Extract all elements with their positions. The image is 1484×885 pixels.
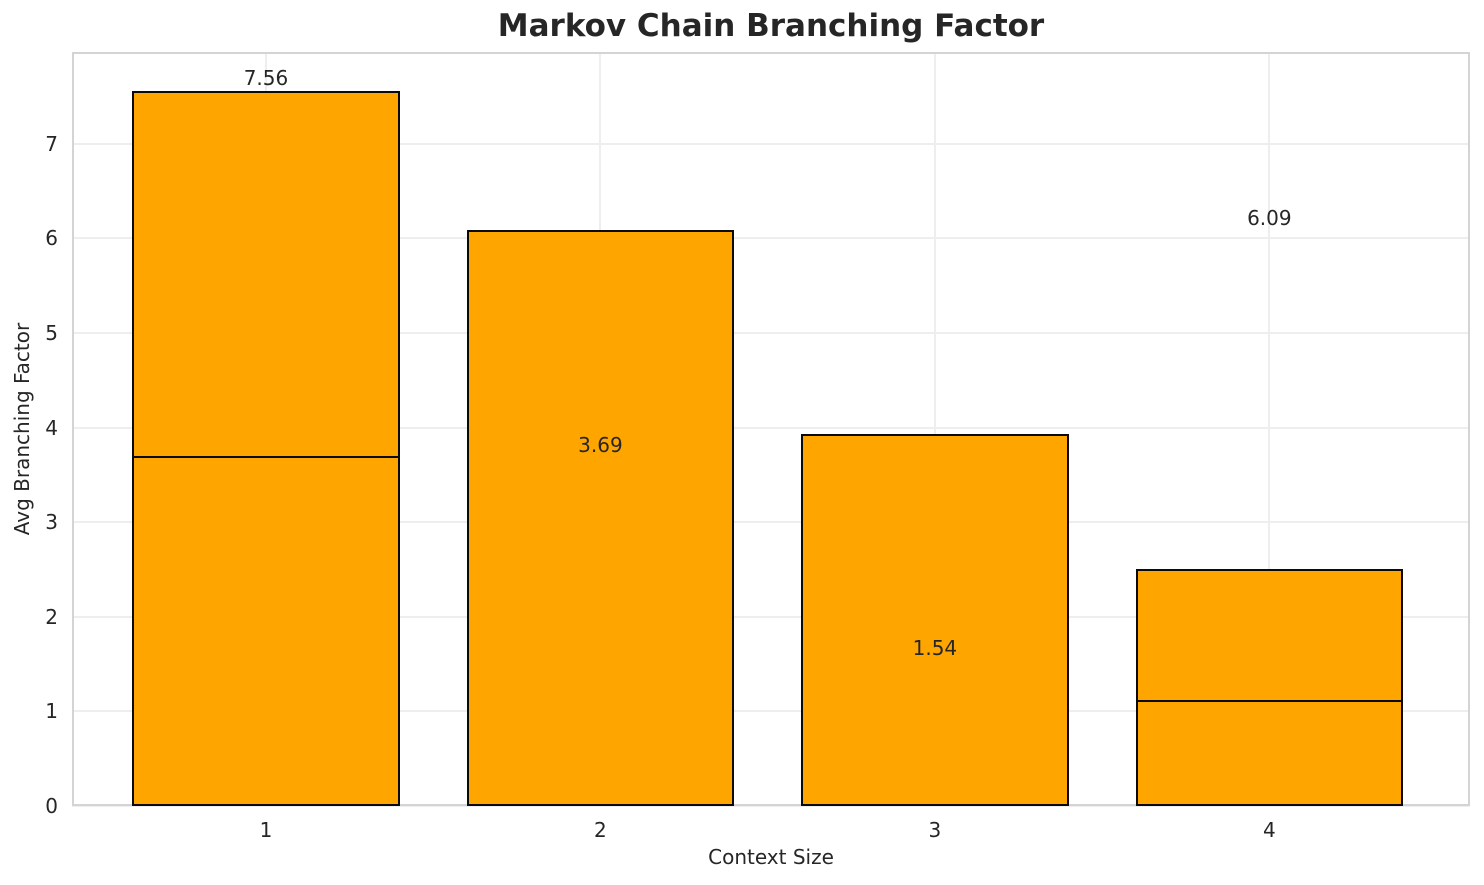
bar-divider-line xyxy=(132,455,400,459)
bar-value-label: 7.56 xyxy=(243,66,289,91)
bar xyxy=(1135,568,1404,806)
y-axis-label: Avg Branching Factor xyxy=(10,322,34,536)
y-gridline xyxy=(72,521,1470,524)
chart-title: Markov Chain Branching Factor xyxy=(497,8,1045,44)
x-tick-label: 3 xyxy=(928,818,942,842)
y-tick-label: 5 xyxy=(45,320,58,345)
x-tick-label: 4 xyxy=(1262,818,1276,842)
y-tick-label: 3 xyxy=(45,510,58,535)
plot-area: 7.56 3.69 1.54 6.09 xyxy=(72,52,1470,807)
bar xyxy=(132,90,400,806)
y-tick-label: 4 xyxy=(45,415,58,440)
bars-layer: 7.56 3.69 1.54 6.09 xyxy=(72,52,1470,806)
y-gridline xyxy=(72,710,1470,713)
x-axis-label: Context Size xyxy=(708,845,834,869)
y-tick-label: 2 xyxy=(45,604,58,629)
y-gridline xyxy=(72,331,1470,334)
bar-divider-line xyxy=(1135,699,1404,703)
y-tick-label: 7 xyxy=(45,131,58,156)
y-tick-label: 6 xyxy=(45,226,58,251)
bar xyxy=(801,434,1069,806)
bar xyxy=(466,229,735,806)
x-tick-label: 1 xyxy=(259,818,273,842)
bar-value-label: 1.54 xyxy=(912,636,958,660)
x-gridline xyxy=(933,52,936,806)
y-gridline xyxy=(72,615,1470,618)
y-gridline xyxy=(72,426,1470,429)
x-gridline xyxy=(1268,52,1271,806)
y-gridline xyxy=(72,805,1470,807)
bar-value-label: 6.09 xyxy=(1247,205,1292,230)
y-tick-label: 0 xyxy=(45,794,58,818)
y-tick-label: 1 xyxy=(45,699,58,724)
bar-value-label: 3.69 xyxy=(578,432,623,457)
y-gridline xyxy=(72,142,1470,145)
y-gridline xyxy=(72,237,1470,240)
x-tick-label: 2 xyxy=(594,818,607,842)
